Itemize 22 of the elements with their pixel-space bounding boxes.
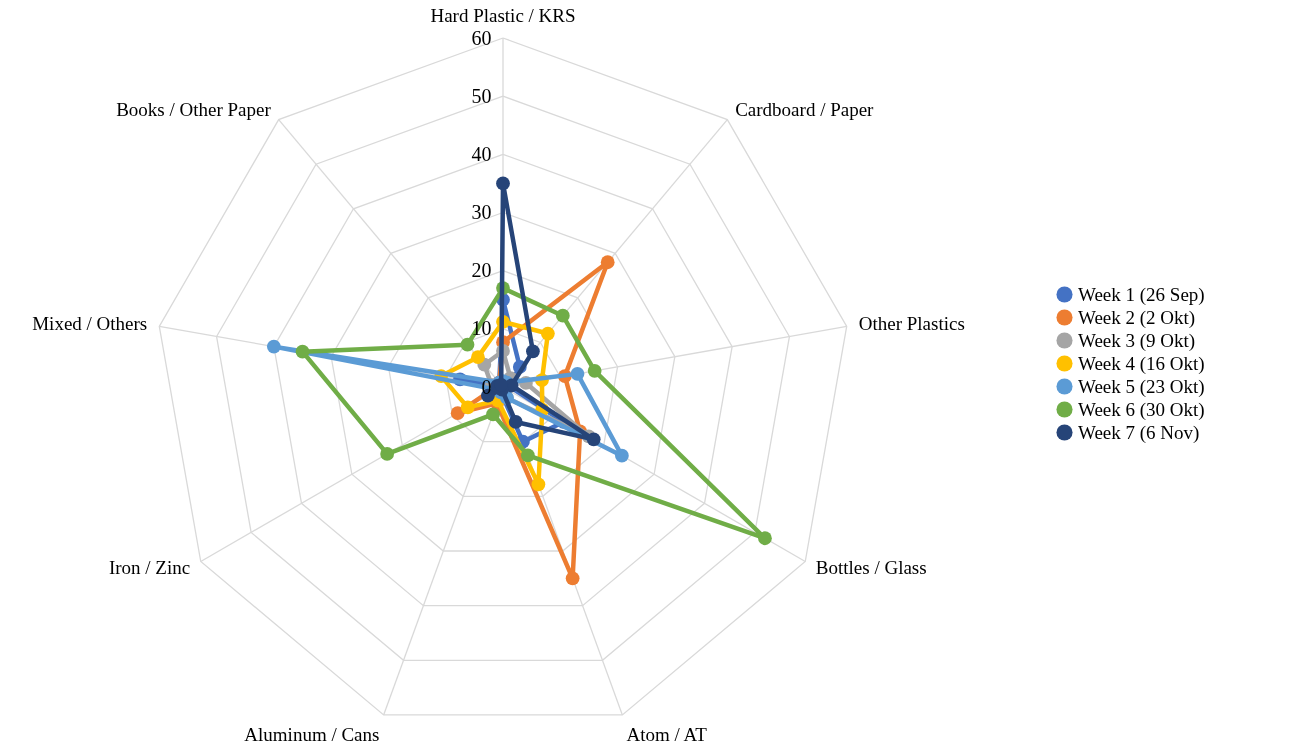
spoke-label: Cardboard / Paper [735,99,875,121]
spoke-label: Other Plastics [858,313,965,335]
legend-label: Week 3 (9 Okt) [1078,329,1196,352]
legend-label: Week 1 (26 Sep) [1078,283,1205,306]
spoke-label: Aluminum / Cans [244,724,380,744]
spoke-label: Iron / Zinc [108,556,191,578]
legend-label: Week 7 (6 Nov) [1078,421,1200,444]
spoke-label: Bottles / Glass [815,556,927,578]
y-tick-label: 40 [471,142,492,165]
y-tick-label: 0 [481,375,492,398]
y-tick-label: 20 [471,259,492,282]
spoke-label: Mixed / Others [32,313,148,335]
spoke-label: Books / Other Paper [116,99,272,121]
legend-label: Week 2 (2 Okt) [1078,306,1196,329]
y-tick-label: 50 [471,84,492,107]
legend-label: Week 5 (23 Okt) [1078,375,1205,398]
spoke-label: Atom / AT [626,724,708,744]
y-tick-label: 60 [471,26,492,49]
legend-label: Week 6 (30 Okt) [1078,398,1205,421]
legend-label: Week 4 (16 Okt) [1078,352,1205,375]
y-tick-label: 30 [471,201,492,223]
spoke-label: Hard Plastic / KRS [430,4,576,26]
